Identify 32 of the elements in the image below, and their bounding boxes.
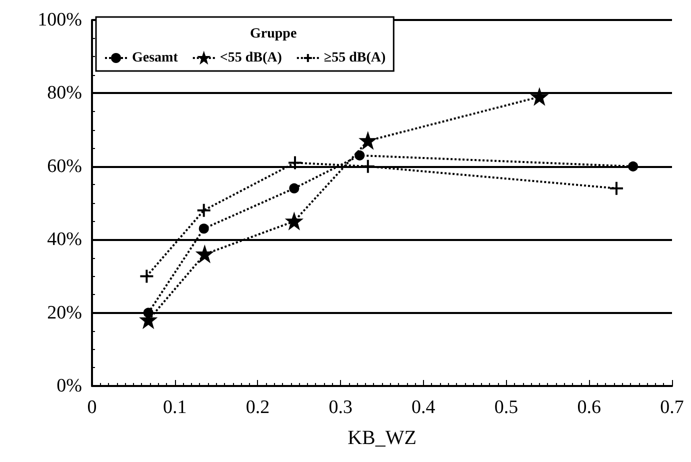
legend-title: Gruppe	[250, 26, 297, 42]
point	[196, 202, 212, 218]
x-tick-label: 0.7	[660, 397, 684, 418]
y-tick-label: 40%	[47, 229, 82, 250]
x-tick-label: 0.4	[412, 397, 436, 418]
legend-label: ≥55 dB(A)	[324, 50, 386, 66]
point	[288, 155, 302, 170]
x-axis-title: KB_WZ	[348, 427, 416, 449]
point	[198, 224, 209, 234]
x-tick-label: 0.2	[246, 397, 270, 418]
point	[360, 158, 376, 174]
point	[139, 268, 154, 284]
x-tick-label: 0.3	[328, 397, 352, 418]
point	[360, 133, 376, 148]
point	[197, 246, 212, 262]
x-tick-label: 0	[87, 397, 97, 418]
point	[532, 89, 547, 104]
y-tick-label: 0%	[56, 376, 82, 396]
y-tick-label: 20%	[47, 302, 82, 324]
x-tick-label: 0.5	[494, 397, 518, 418]
point	[286, 214, 302, 229]
point	[608, 180, 624, 196]
x-tick-label: 0.6	[577, 397, 602, 418]
legend-label: Gesamt	[132, 50, 178, 66]
y-tick-label: 80%	[47, 82, 82, 104]
y-tick-label: 100%	[38, 10, 82, 30]
x-tick-label: 0.1	[162, 397, 187, 418]
point	[628, 161, 638, 172]
point	[289, 183, 300, 194]
y-tick-label: 60%	[47, 156, 82, 177]
point	[354, 150, 365, 160]
legend-label: <55 dB(A)	[220, 50, 282, 66]
